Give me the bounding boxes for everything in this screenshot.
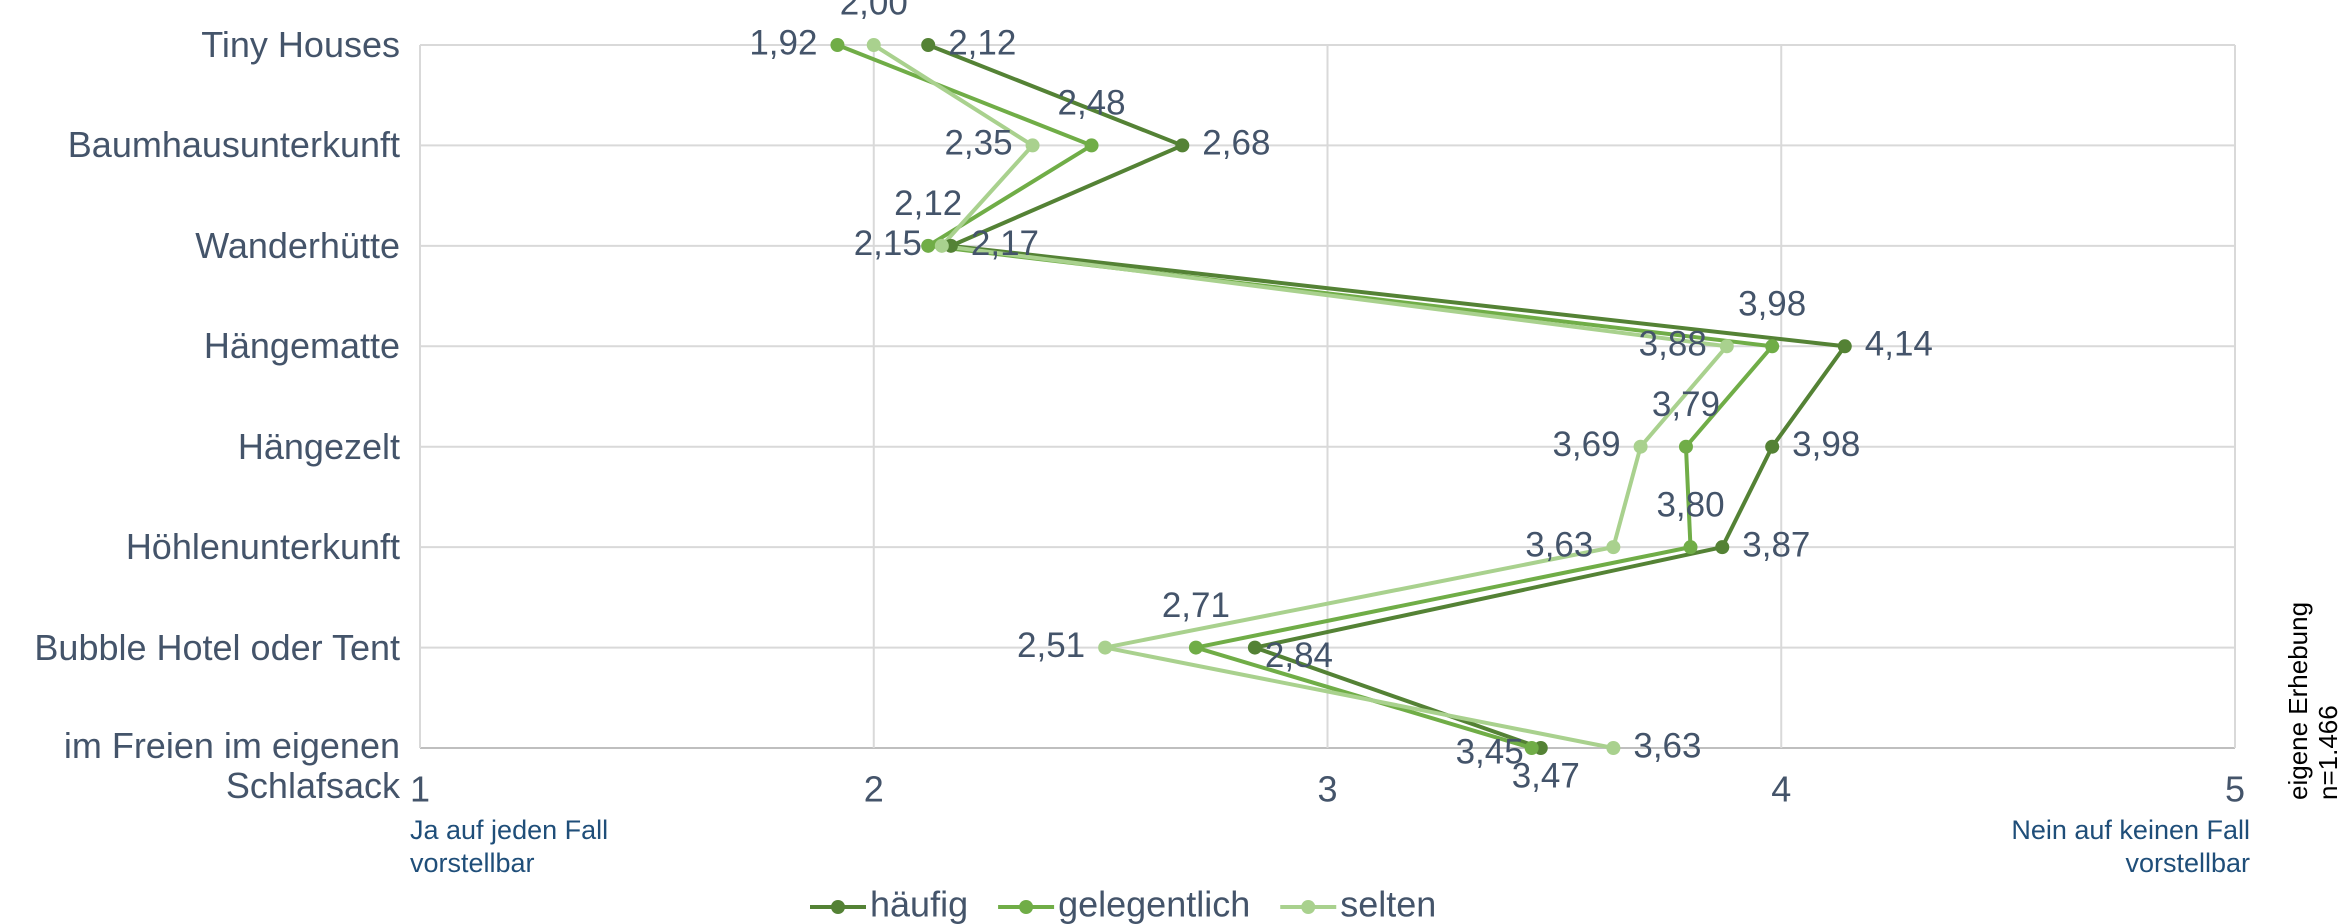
- source-text: eigene Erhebung: [2283, 602, 2313, 800]
- value-label: 2,12: [948, 23, 1016, 62]
- value-label: 2,00: [840, 0, 908, 22]
- x-tick-label: 3: [1317, 769, 1337, 810]
- category-label: Höhlenunterkunft: [125, 526, 400, 568]
- value-label: 3,69: [1552, 425, 1620, 464]
- value-label: 3,88: [1639, 325, 1707, 364]
- data-point: [1606, 540, 1621, 555]
- value-label: 4,14: [1865, 325, 1933, 364]
- x-tick-label: 1: [410, 769, 430, 810]
- value-label: 3,79: [1652, 385, 1720, 424]
- series-line: [927, 43, 1849, 750]
- sample-size: n=1.466: [2313, 705, 2343, 800]
- category-label: Bubble Hotel oder Tent: [34, 626, 400, 668]
- value-label: 3,47: [1512, 756, 1580, 795]
- value-label: 3,45: [1456, 732, 1524, 771]
- value-label: 2,12: [894, 184, 962, 223]
- value-label: 2,35: [944, 124, 1012, 163]
- data-point: [1247, 640, 1262, 655]
- data-point: [921, 238, 936, 253]
- category-label: im Freien im eigenen Schlafsack: [63, 725, 400, 806]
- right-annotation: Nein auf keinen Fall vorstellbar: [2011, 815, 2250, 878]
- data-point: [1765, 339, 1780, 354]
- data-point: [1175, 138, 1190, 153]
- value-label: 3,98: [1792, 425, 1860, 464]
- data-point: [866, 38, 881, 52]
- data-point: [1084, 138, 1099, 153]
- data-point: [934, 238, 949, 253]
- legend-label: selten: [1340, 884, 1436, 924]
- data-point: [1837, 339, 1852, 354]
- x-tick-label: 5: [2225, 769, 2245, 810]
- value-label: 2,48: [1057, 84, 1125, 123]
- legend-marker: [831, 900, 845, 914]
- value-label: 2,17: [971, 224, 1039, 263]
- data-point: [1719, 339, 1734, 354]
- legend-marker: [1301, 900, 1316, 914]
- data-point: [1633, 439, 1648, 454]
- value-label: 3,87: [1742, 525, 1810, 564]
- category-label: Hängematte: [203, 325, 400, 367]
- value-label: 3,63: [1525, 525, 1593, 564]
- value-label: 3,98: [1738, 285, 1806, 324]
- data-point: [921, 38, 936, 52]
- category-label: Hängezelt: [237, 425, 400, 467]
- legend-label: gelegentlich: [1058, 884, 1250, 924]
- data-point: [1715, 540, 1730, 555]
- x-tick-label: 2: [864, 769, 884, 810]
- data-point: [1188, 640, 1203, 655]
- value-label: 2,71: [1162, 586, 1230, 625]
- data-point: [1606, 741, 1621, 755]
- data-point: [1678, 439, 1693, 454]
- category-label: Tiny Houses: [201, 24, 400, 65]
- left-annotation: Ja auf jeden Fall vorstellbar: [410, 815, 609, 878]
- data-point: [830, 38, 845, 52]
- category-label: Wanderhütte: [195, 224, 400, 266]
- legend-marker: [1019, 900, 1034, 914]
- legend-label: häufig: [870, 884, 968, 924]
- data-point: [1524, 741, 1539, 755]
- data-point: [1098, 640, 1113, 655]
- value-label: 3,80: [1656, 485, 1724, 524]
- data-point: [1765, 439, 1780, 454]
- series-line: [836, 43, 1777, 750]
- series-line: [872, 43, 1731, 750]
- value-label: 2,15: [854, 224, 922, 263]
- data-point: [1683, 540, 1698, 555]
- value-label: 2,84: [1265, 636, 1333, 675]
- source-note: eigene Erhebung n=1.466: [2283, 602, 2343, 800]
- value-label: 3,63: [1633, 726, 1701, 765]
- value-label: 2,51: [1017, 626, 1085, 665]
- value-label: 2,68: [1202, 124, 1270, 163]
- data-point: [1025, 138, 1040, 153]
- value-label: 1,92: [749, 23, 817, 62]
- x-tick-label: 4: [1771, 769, 1791, 810]
- category-label: Baumhausunterkunft: [67, 124, 400, 166]
